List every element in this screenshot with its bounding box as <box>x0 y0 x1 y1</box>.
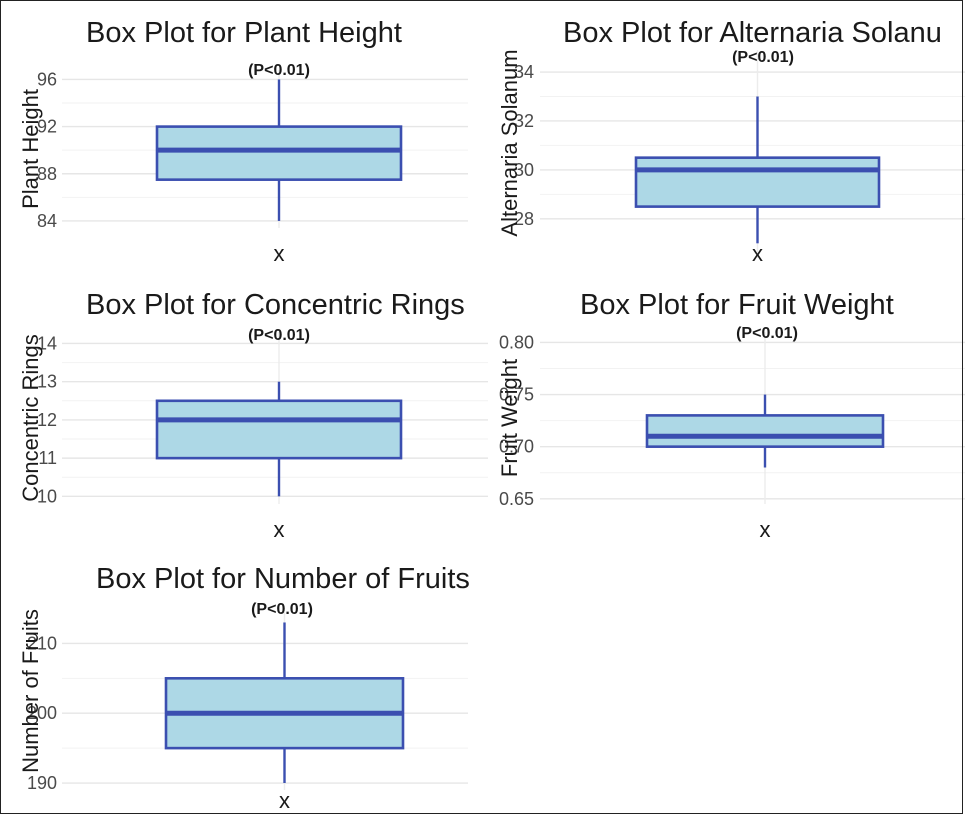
panel-1-y-tick-label: 88 <box>37 164 57 184</box>
panel-5-p-value-annotation: (P<0.01) <box>251 601 313 618</box>
panel-1-iqr-box <box>155 125 403 181</box>
panel-3-p-value-annotation: (P<0.01) <box>248 327 310 344</box>
panel-1-p-value-annotation: (P<0.01) <box>248 62 310 79</box>
panel-4-y-tick-label: 0.75 <box>499 385 534 405</box>
panel-1-y-tick-label: 92 <box>37 117 57 137</box>
panel-2-y-tick-label: 34 <box>514 62 534 82</box>
panel-5-y-axis-label: Number of Fruits <box>18 609 43 773</box>
panel-3-iqr-box <box>155 399 403 460</box>
panel-2-y-tick-label: 30 <box>514 160 534 180</box>
panel-1-y-tick-label: 84 <box>37 211 57 231</box>
panel-3-y-tick-label: 12 <box>37 410 57 430</box>
panel-2-y-axis-label: Alternaria Solanum <box>497 49 522 236</box>
panel-1-y-tick-label: 96 <box>37 69 57 89</box>
panel-3-title: Box Plot for Concentric Rings <box>86 289 465 321</box>
panel-4-y-tick-label: 0.80 <box>499 332 534 352</box>
panel-4-title: Box Plot for Fruit Weight <box>580 289 894 321</box>
panel-2-x-tick-label: x <box>752 241 763 266</box>
panel-1-x-tick-label: x <box>274 241 285 266</box>
panel-3-y-tick-label: 11 <box>38 448 57 468</box>
panel-1-y-axis-label: Plant Height <box>18 89 43 209</box>
panel-2-title: Box Plot for Alternaria Solanu <box>563 17 942 49</box>
panel-5-y-tick-label: 200 <box>27 703 57 723</box>
panel-3-y-axis-label: Concentric Rings <box>18 334 43 502</box>
panel-5-title: Box Plot for Number of Fruits <box>96 563 470 595</box>
panel-3-y-tick-label: 10 <box>37 486 57 506</box>
panel-5-x-tick-label: x <box>279 788 290 813</box>
panel-4-y-axis-label: Fruit Weight <box>497 359 522 477</box>
panel-3-y-tick-label: 14 <box>37 333 57 353</box>
panel-3-x-tick-label: x <box>274 517 285 542</box>
panel-4-iqr-box <box>645 414 885 448</box>
panel-5-y-tick-label: 190 <box>27 773 57 793</box>
panel-2-y-tick-label: 32 <box>514 111 534 131</box>
panel-2-y-tick-label: 28 <box>514 209 534 229</box>
panel-4-x-tick-label: x <box>760 517 771 542</box>
panel-2-iqr-box <box>634 156 881 208</box>
panel-4-p-value-annotation: (P<0.01) <box>736 325 798 342</box>
panel-4-y-tick-label: 0.70 <box>499 437 534 457</box>
panel-1-title: Box Plot for Plant Height <box>86 17 402 49</box>
panel-5-y-tick-label: 210 <box>27 633 57 653</box>
panel-2-p-value-annotation: (P<0.01) <box>732 49 794 66</box>
panel-3-y-tick-label: 13 <box>37 372 57 392</box>
panel-4-y-tick-label: 0.65 <box>499 489 534 509</box>
